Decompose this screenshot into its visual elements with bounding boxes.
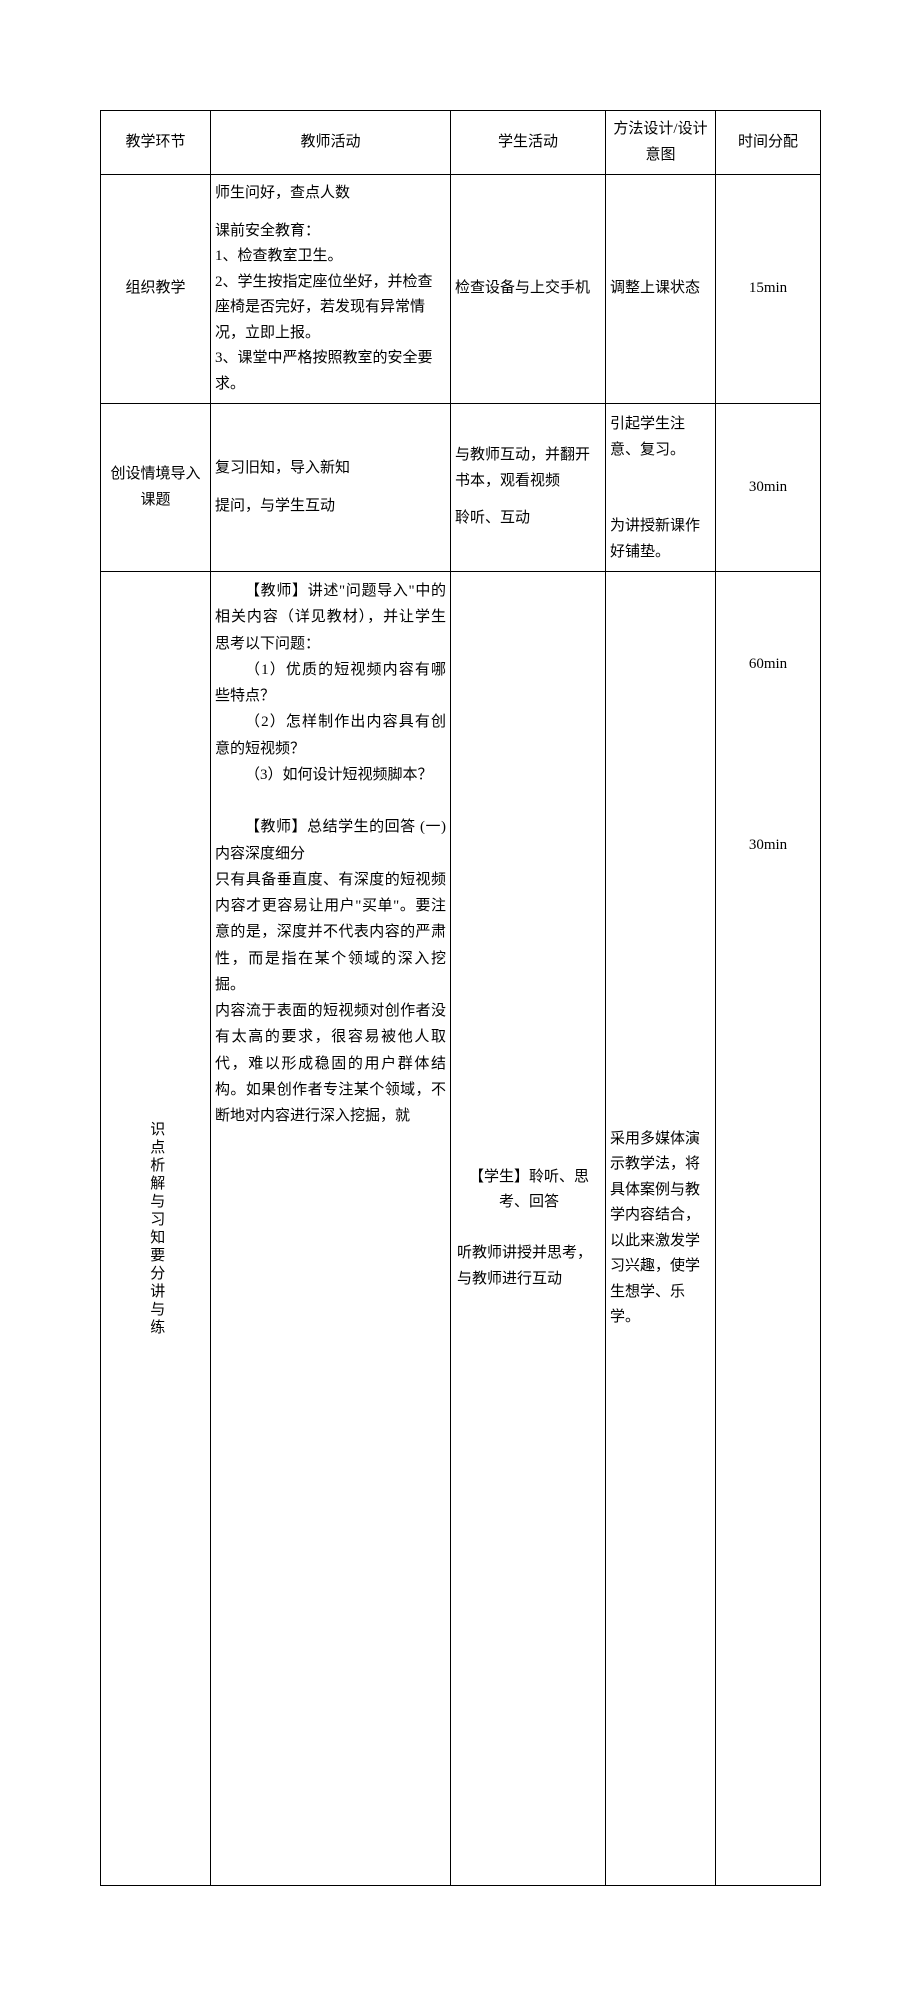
teacher-activity-cell: 【教师】讲述"问题导入"中的相关内容（详见教材），并让学生思考以下问题： （1）… (211, 572, 451, 1886)
teacher-summary: 【教师】总结学生的回答 (一) 内容深度细分 (215, 814, 446, 867)
student-activity-cell: 与教师互动，并翻开书本，观看视频 聆听、互动 (451, 404, 606, 572)
time-cell: 30min (716, 404, 821, 572)
teacher-activity-cell: 师生问好，查点人数 课前安全教育： 1、检查教室卫生。 2、学生按指定座位坐好，… (211, 175, 451, 404)
student-activity-cell: 检查设备与上交手机 (451, 175, 606, 404)
table-row: 识点析解与习知要分讲与练 【教师】讲述"问题导入"中的相关内容（详见教材），并让… (101, 572, 821, 1886)
method-cell: 调整上课状态 (606, 175, 716, 404)
teacher-line: 提问，与学生互动 (215, 498, 335, 514)
lesson-plan-table: 教学环节 教师活动 学生活动 方法设计/设计意图 时间分配 组织教学 师生问好，… (100, 110, 821, 1886)
teacher-line: 师生问好，查点人数 (215, 185, 350, 201)
method-cell: 引起学生注意、复习。 为讲授新课作好铺垫。 (606, 404, 716, 572)
method-line: 为讲授新课作好铺垫。 (610, 518, 700, 560)
student-line: 与教师互动，并翻开书本，观看视频 (455, 447, 590, 489)
teacher-item: 1、检查教室卫生。 (215, 248, 343, 264)
student-line: 【学生】聆听、思考、回答 (457, 1165, 601, 1216)
teacher-item: 3、课堂中严格按照教室的安全要求。 (215, 350, 433, 392)
teacher-line: 课前安全教育： (215, 223, 320, 239)
table-row: 组织教学 师生问好，查点人数 课前安全教育： 1、检查教室卫生。 2、学生按指定… (101, 175, 821, 404)
method-line: 引起学生注意、复习。 (610, 416, 685, 458)
stage-vertical-label: 识点析解与习知要分讲与练 (143, 578, 169, 1879)
table-row: 创设情境导入课题 复习旧知，导入新知 提问，与学生互动 与教师互动，并翻开书本，… (101, 404, 821, 572)
teacher-item: 2、学生按指定座位坐好，并检查座椅是否完好，若发现有异常情况，立即上报。 (215, 274, 433, 341)
header-teacher: 教师活动 (211, 111, 451, 175)
teacher-intro: 【教师】讲述"问题导入"中的相关内容（详见教材），并让学生思考以下问题： (215, 578, 446, 657)
method-cell: 采用多媒体演示教学法，将具体案例与教学内容结合，以此来激发学习兴趣，使学生想学、… (606, 572, 716, 1886)
student-activity-cell: 【学生】聆听、思考、回答 听教师讲授并思考，与教师进行互动 (451, 572, 606, 1886)
header-student: 学生活动 (451, 111, 606, 175)
time-value: 60min (720, 652, 816, 678)
time-cell: 15min (716, 175, 821, 404)
table-header-row: 教学环节 教师活动 学生活动 方法设计/设计意图 时间分配 (101, 111, 821, 175)
time-cell: 60min 30min (716, 572, 821, 1886)
header-method: 方法设计/设计意图 (606, 111, 716, 175)
student-line: 听教师讲授并思考，与教师进行互动 (457, 1245, 592, 1287)
header-time: 时间分配 (716, 111, 821, 175)
student-line: 聆听、互动 (455, 510, 530, 526)
stage-cell: 创设情境导入课题 (101, 404, 211, 572)
teacher-question: （2）怎样制作出内容具有创意的短视频？ (215, 709, 446, 762)
teacher-question: （3）如何设计短视频脚本？ (215, 762, 446, 788)
teacher-line: 复习旧知，导入新知 (215, 460, 350, 476)
time-value: 30min (720, 833, 816, 859)
stage-cell: 组织教学 (101, 175, 211, 404)
teacher-paragraph: 内容流于表面的短视频对创作者没有太高的要求，很容易被他人取代，难以形成稳固的用户… (215, 1003, 446, 1124)
header-stage: 教学环节 (101, 111, 211, 175)
teacher-activity-cell: 复习旧知，导入新知 提问，与学生互动 (211, 404, 451, 572)
teacher-paragraph: 只有具备垂直度、有深度的短视频内容才更容易让用户"买单"。要注意的是，深度并不代… (215, 872, 446, 993)
teacher-question: （1）优质的短视频内容有哪些特点？ (215, 657, 446, 710)
stage-cell: 识点析解与习知要分讲与练 (101, 572, 211, 1886)
